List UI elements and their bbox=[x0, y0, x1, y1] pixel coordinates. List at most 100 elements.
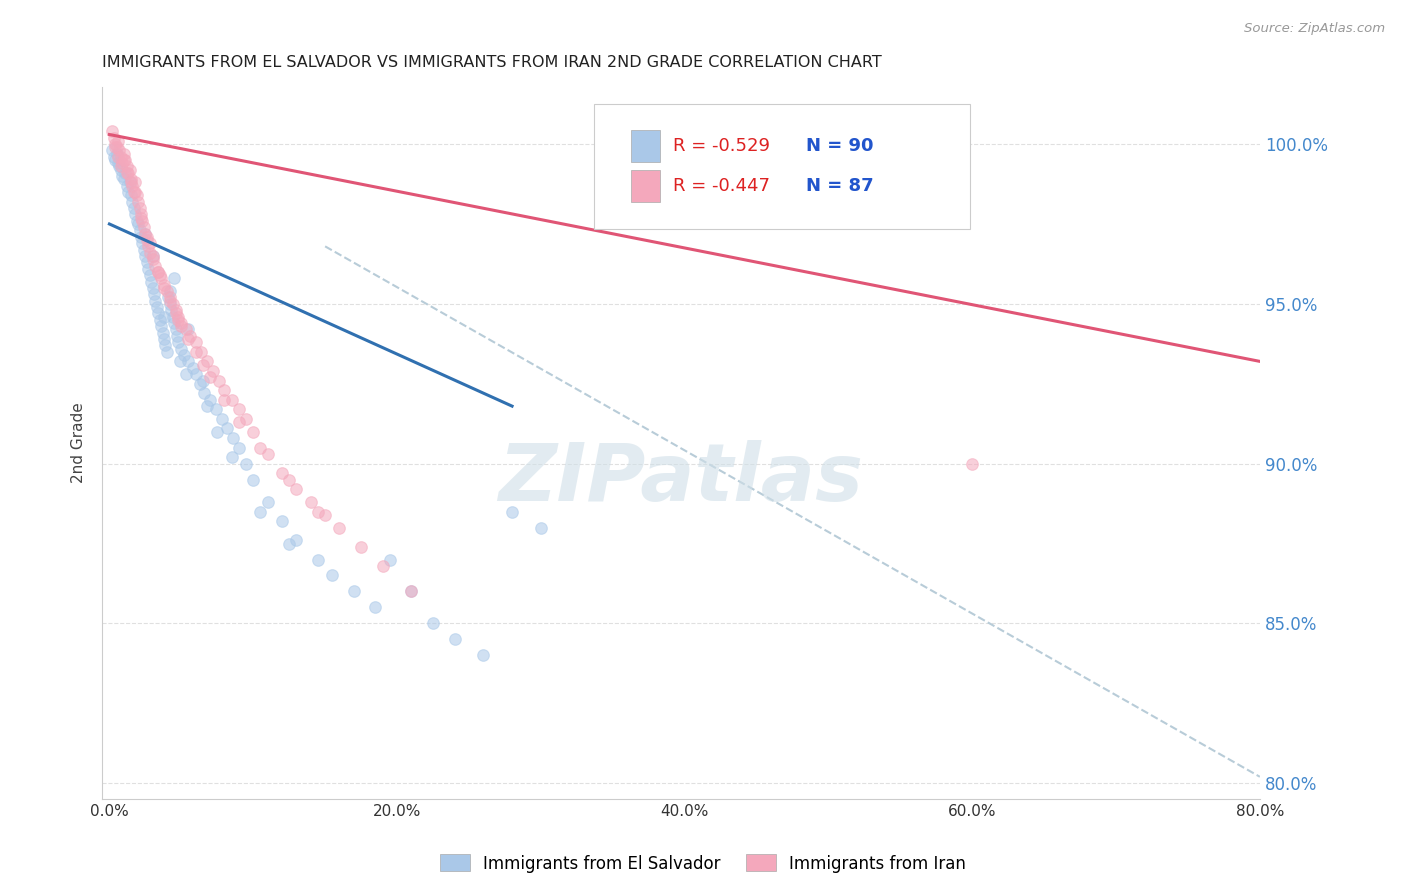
Point bbox=[285, 533, 308, 548]
Point bbox=[114, 153, 136, 167]
Text: Source: ZipAtlas.com: Source: ZipAtlas.com bbox=[1244, 22, 1385, 36]
Point bbox=[173, 348, 195, 362]
Point bbox=[962, 457, 984, 471]
Point bbox=[150, 271, 173, 285]
Y-axis label: 2nd Grade: 2nd Grade bbox=[72, 402, 86, 483]
Point bbox=[156, 344, 179, 359]
Point bbox=[155, 338, 177, 352]
Point bbox=[285, 482, 308, 496]
Point bbox=[207, 425, 229, 439]
Point bbox=[167, 313, 190, 327]
Point bbox=[364, 600, 387, 615]
Point bbox=[121, 194, 143, 209]
Point bbox=[162, 310, 184, 324]
Point bbox=[107, 134, 129, 148]
Point bbox=[110, 162, 132, 177]
Point bbox=[131, 214, 153, 228]
Point bbox=[118, 162, 141, 177]
Point bbox=[134, 227, 156, 241]
Point bbox=[135, 255, 157, 269]
Point bbox=[314, 508, 336, 522]
Point bbox=[307, 552, 329, 566]
Point bbox=[163, 316, 186, 330]
Point bbox=[163, 271, 186, 285]
Point bbox=[122, 201, 145, 215]
Point bbox=[174, 367, 197, 381]
Point bbox=[149, 313, 172, 327]
Text: N = 90: N = 90 bbox=[806, 136, 873, 154]
Point bbox=[170, 319, 193, 334]
Point bbox=[111, 169, 134, 183]
Point bbox=[138, 268, 160, 282]
Point bbox=[114, 166, 136, 180]
Point bbox=[159, 297, 181, 311]
Point bbox=[204, 402, 226, 417]
Point bbox=[135, 229, 157, 244]
Point bbox=[249, 441, 271, 455]
Legend: Immigrants from El Salvador, Immigrants from Iran: Immigrants from El Salvador, Immigrants … bbox=[433, 847, 973, 880]
Point bbox=[177, 332, 200, 346]
Point bbox=[165, 306, 187, 320]
Point bbox=[134, 227, 156, 241]
Point bbox=[146, 300, 169, 314]
Point bbox=[350, 540, 373, 554]
Point bbox=[195, 354, 218, 368]
Point bbox=[108, 160, 131, 174]
Point bbox=[118, 176, 141, 190]
Point bbox=[169, 354, 191, 368]
Point bbox=[159, 284, 181, 298]
Point bbox=[201, 364, 224, 378]
Point bbox=[256, 447, 278, 461]
Point bbox=[110, 150, 132, 164]
Text: R = -0.447: R = -0.447 bbox=[673, 178, 770, 195]
Point bbox=[228, 415, 250, 429]
Point bbox=[152, 326, 174, 340]
Point bbox=[139, 275, 162, 289]
Point bbox=[343, 584, 366, 599]
Point bbox=[112, 153, 135, 167]
Point bbox=[143, 287, 166, 301]
Point bbox=[167, 310, 190, 324]
Point bbox=[136, 239, 159, 253]
Point bbox=[125, 188, 148, 202]
Point bbox=[242, 425, 264, 439]
Point bbox=[141, 281, 163, 295]
Point bbox=[120, 188, 142, 202]
Point bbox=[179, 328, 201, 343]
Point bbox=[108, 144, 131, 158]
Point bbox=[278, 473, 301, 487]
Point bbox=[271, 467, 294, 481]
Point bbox=[378, 552, 401, 566]
Point bbox=[249, 505, 271, 519]
Point bbox=[111, 156, 134, 170]
Point bbox=[112, 146, 135, 161]
Point bbox=[165, 322, 187, 336]
Point bbox=[222, 431, 245, 445]
Point bbox=[170, 316, 193, 330]
Point bbox=[191, 358, 214, 372]
Point bbox=[117, 185, 139, 199]
Point bbox=[228, 441, 250, 455]
Point bbox=[105, 146, 128, 161]
Point bbox=[132, 243, 155, 257]
Point bbox=[195, 399, 218, 413]
Point bbox=[193, 386, 215, 401]
Point bbox=[177, 354, 200, 368]
Point bbox=[167, 335, 190, 350]
Point bbox=[117, 166, 139, 180]
Point bbox=[120, 172, 142, 186]
Point bbox=[401, 584, 423, 599]
Point bbox=[135, 233, 157, 247]
Point bbox=[198, 392, 221, 407]
Point bbox=[371, 558, 394, 573]
Point bbox=[307, 505, 329, 519]
Point bbox=[190, 344, 212, 359]
Text: N = 87: N = 87 bbox=[806, 178, 873, 195]
Point bbox=[214, 392, 236, 407]
Point bbox=[132, 220, 155, 235]
Point bbox=[422, 616, 444, 631]
Point bbox=[184, 335, 207, 350]
Point bbox=[101, 144, 124, 158]
Point bbox=[104, 153, 127, 167]
Point bbox=[107, 150, 129, 164]
